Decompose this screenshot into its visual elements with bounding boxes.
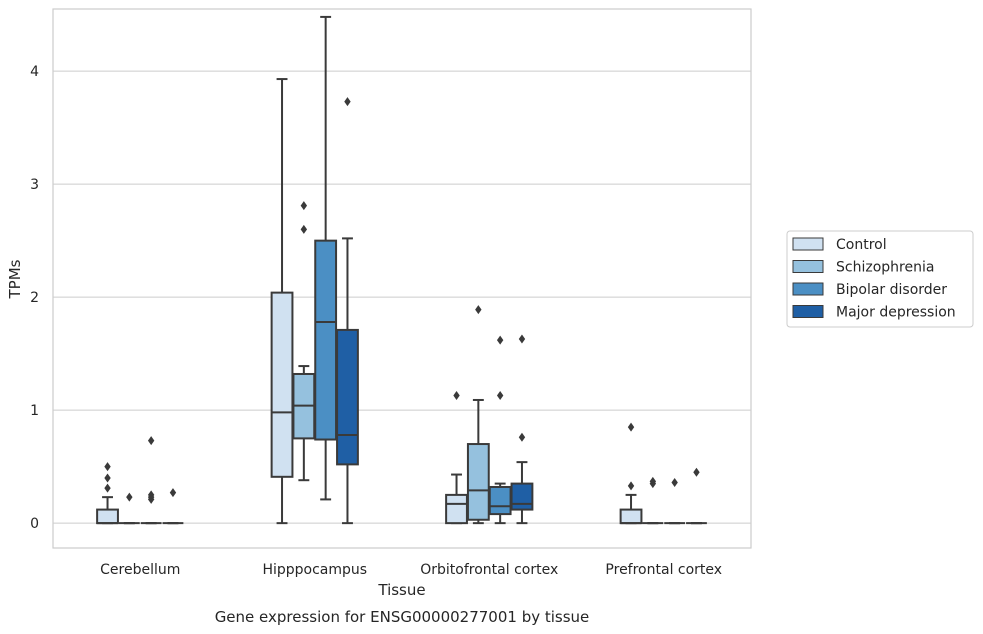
box-mark — [642, 476, 664, 525]
outlier-point — [147, 436, 155, 446]
outlier-point — [126, 492, 133, 502]
x-tick-label: Hipppocampus — [262, 562, 367, 578]
box-mark — [619, 422, 643, 525]
legend-swatch — [792, 260, 824, 273]
y-axis-label: TPMs — [6, 259, 24, 299]
outlier-point — [518, 432, 526, 442]
box-mark — [466, 305, 490, 525]
outlier-point — [693, 467, 700, 477]
legend-swatch — [792, 282, 824, 296]
box-mark — [118, 492, 140, 525]
box-body — [314, 239, 338, 441]
legend-swatch — [792, 305, 824, 318]
chart-caption: Gene expression for ENSG00000277001 by t… — [215, 608, 590, 626]
box-body — [619, 508, 643, 525]
legend-label: Schizophrenia — [836, 260, 934, 276]
outlier-point — [496, 390, 504, 400]
series-group — [96, 78, 643, 525]
box-mark — [488, 335, 512, 525]
legend-frame — [786, 230, 974, 328]
box-body — [488, 485, 512, 516]
outlier-point — [627, 422, 635, 432]
series-group — [118, 201, 664, 525]
box-mark — [270, 78, 294, 525]
y-tick-labels: 0 1 2 3 4 — [30, 64, 39, 532]
outlier-point — [518, 334, 526, 344]
outlier-point — [300, 224, 308, 234]
y-tick-label: 2 — [30, 290, 39, 306]
box-mark — [336, 97, 359, 525]
outlier-point — [104, 462, 111, 472]
outlier-point — [475, 305, 482, 315]
plot-frame — [52, 8, 752, 549]
outlier-point — [344, 97, 351, 107]
box-mark — [96, 462, 119, 525]
box-mark — [686, 467, 707, 525]
outlier-point — [649, 476, 657, 486]
outlier-point — [627, 481, 635, 491]
legend: Control Schizophrenia Bipolar disorder Majo… — [786, 230, 974, 328]
box-body — [510, 482, 534, 511]
outlier-point — [453, 390, 460, 400]
outlier-point — [496, 335, 504, 345]
y-tick-label: 4 — [30, 64, 39, 80]
y-tick-label: 3 — [30, 177, 39, 193]
box-series-group — [96, 15, 707, 525]
box-body — [336, 328, 359, 466]
x-axis-label: Tissue — [377, 581, 425, 599]
box-mark — [140, 436, 162, 525]
outlier-point — [300, 201, 308, 211]
box-body — [270, 291, 294, 478]
grid-lines — [53, 70, 751, 524]
x-tick-label: Orbitofrontal cortex — [420, 562, 558, 578]
outlier-point — [147, 490, 155, 500]
box-mark — [292, 201, 316, 482]
box-mark — [510, 334, 534, 525]
outlier-point — [104, 473, 111, 483]
series-group — [162, 97, 707, 525]
box-mark — [664, 477, 686, 525]
x-tick-label: Cerebellum — [100, 562, 180, 578]
box-body — [445, 493, 468, 525]
x-tick-labels: Cerebellum Hipppocampus Orbitofrontal cort… — [100, 562, 722, 578]
outlier-point — [104, 483, 111, 493]
legend-swatch — [792, 237, 824, 251]
x-tick-label: Prefrontal cortex — [605, 562, 722, 578]
box-body — [96, 508, 119, 525]
box-mark — [445, 390, 468, 525]
box-body — [466, 443, 490, 521]
legend-label: Major depression — [836, 305, 956, 321]
outlier-point — [671, 477, 678, 487]
legend-label: Bipolar disorder — [836, 282, 947, 298]
outlier-point — [169, 488, 177, 498]
series-group — [140, 15, 686, 525]
legend-label: Control — [836, 237, 887, 253]
axes — [52, 8, 752, 549]
box-mark — [162, 488, 184, 525]
y-tick-label: 1 — [30, 403, 39, 419]
y-tick-label: 0 — [30, 516, 39, 532]
box-mark — [314, 15, 338, 501]
